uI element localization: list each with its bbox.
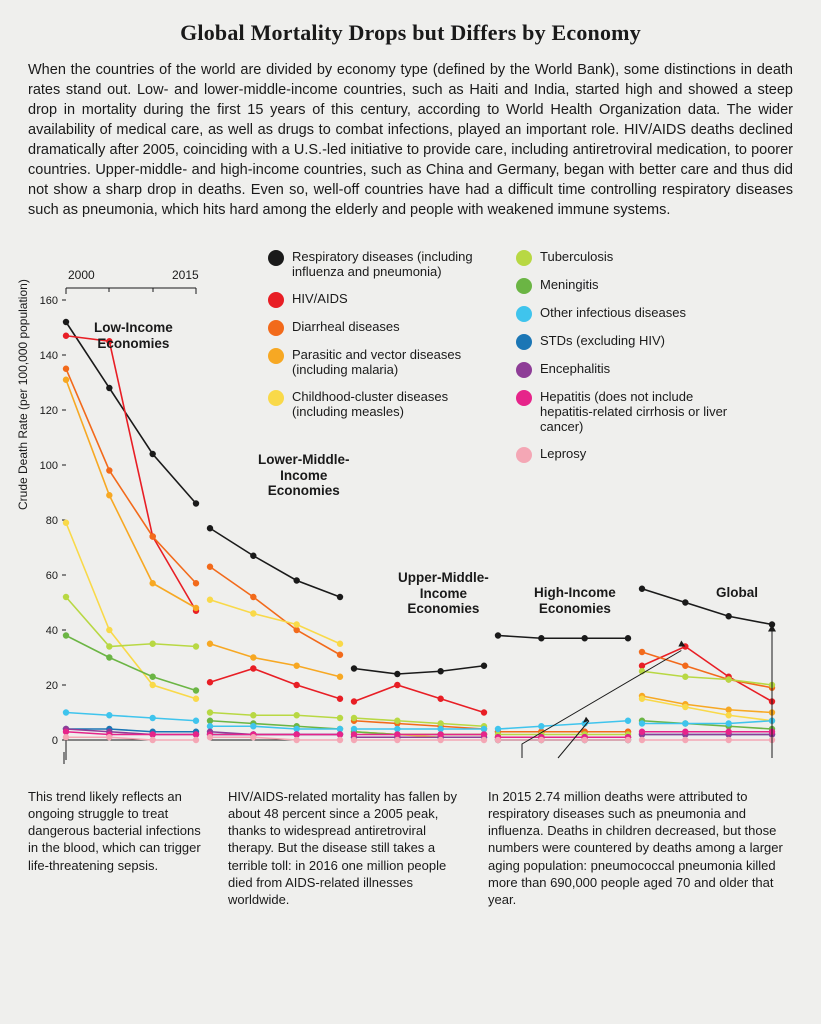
annotations-row: This trend likely reflects an ongoing st…	[28, 788, 793, 908]
legend-item-parasitic: Parasitic and vector diseases (including…	[268, 348, 488, 378]
panel-label-umid: Upper-Middle-IncomeEconomies	[398, 570, 489, 617]
panel-label-high: High-IncomeEconomies	[534, 585, 616, 616]
legend-item-hepatitis: Hepatitis (does not include hepatitis-re…	[516, 390, 736, 435]
legend-label: HIV/AIDS	[292, 292, 348, 307]
legend-item-diarrheal: Diarrheal diseases	[268, 320, 488, 336]
legend-item-respiratory: Respiratory diseases (including influenz…	[268, 250, 488, 280]
svg-text:40: 40	[46, 625, 58, 637]
svg-text:80: 80	[46, 515, 58, 527]
legend-dot-icon	[268, 292, 284, 308]
annotation-1: This trend likely reflects an ongoing st…	[28, 788, 208, 908]
legend-item-meningitis: Meningitis	[516, 278, 736, 294]
legend-label: Diarrheal diseases	[292, 320, 400, 335]
legend-item-std: STDs (excluding HIV)	[516, 334, 736, 350]
legend-dot-icon	[516, 334, 532, 350]
chart-container: Crude Death Rate (per 100,000 population…	[28, 240, 793, 780]
svg-text:160: 160	[40, 295, 58, 307]
legend-dot-icon	[516, 390, 532, 406]
legend-label: Tuberculosis	[540, 250, 613, 265]
svg-text:100: 100	[40, 460, 58, 472]
svg-text:0: 0	[52, 735, 58, 747]
legend-dot-icon	[516, 250, 532, 266]
legend-item-other: Other infectious diseases	[516, 306, 736, 322]
panel-label-global: Global	[716, 585, 758, 601]
legend-label: Other infectious diseases	[540, 306, 686, 321]
legend-dot-icon	[516, 306, 532, 322]
legend: Respiratory diseases (including influenz…	[268, 250, 736, 463]
page-title: Global Mortality Drops but Differs by Ec…	[28, 20, 793, 46]
panel-label-low: Low-IncomeEconomies	[94, 320, 173, 351]
legend-dot-icon	[516, 278, 532, 294]
legend-label: Childhood-cluster diseases (including me…	[292, 390, 488, 420]
legend-label: Leprosy	[540, 447, 586, 462]
legend-label: Parasitic and vector diseases (including…	[292, 348, 488, 378]
intro-paragraph: When the countries of the world are divi…	[28, 60, 793, 220]
legend-dot-icon	[516, 447, 532, 463]
legend-label: Respiratory diseases (including influenz…	[292, 250, 488, 280]
legend-dot-icon	[268, 250, 284, 266]
annotation-3: In 2015 2.74 million deaths were attribu…	[488, 788, 793, 908]
svg-text:60: 60	[46, 570, 58, 582]
svg-text:120: 120	[40, 405, 58, 417]
y-axis-label: Crude Death Rate (per 100,000 population…	[16, 279, 30, 510]
legend-item-enceph: Encephalitis	[516, 362, 736, 378]
legend-label: STDs (excluding HIV)	[540, 334, 665, 349]
legend-dot-icon	[516, 362, 532, 378]
legend-dot-icon	[268, 390, 284, 406]
svg-text:20: 20	[46, 680, 58, 692]
legend-label: Encephalitis	[540, 362, 610, 377]
time-end-label: 2015	[172, 268, 199, 282]
legend-item-childhood: Childhood-cluster diseases (including me…	[268, 390, 488, 420]
legend-dot-icon	[268, 348, 284, 364]
legend-item-tb: Tuberculosis	[516, 250, 736, 266]
legend-label: Meningitis	[540, 278, 599, 293]
legend-item-hiv: HIV/AIDS	[268, 292, 488, 308]
legend-dot-icon	[268, 320, 284, 336]
time-start-label: 2000	[68, 268, 95, 282]
legend-label: Hepatitis (does not include hepatitis-re…	[540, 390, 736, 435]
legend-item-leprosy: Leprosy	[516, 447, 736, 463]
annotation-2: HIV/AIDS-related mortality has fallen by…	[228, 788, 468, 908]
svg-text:140: 140	[40, 350, 58, 362]
